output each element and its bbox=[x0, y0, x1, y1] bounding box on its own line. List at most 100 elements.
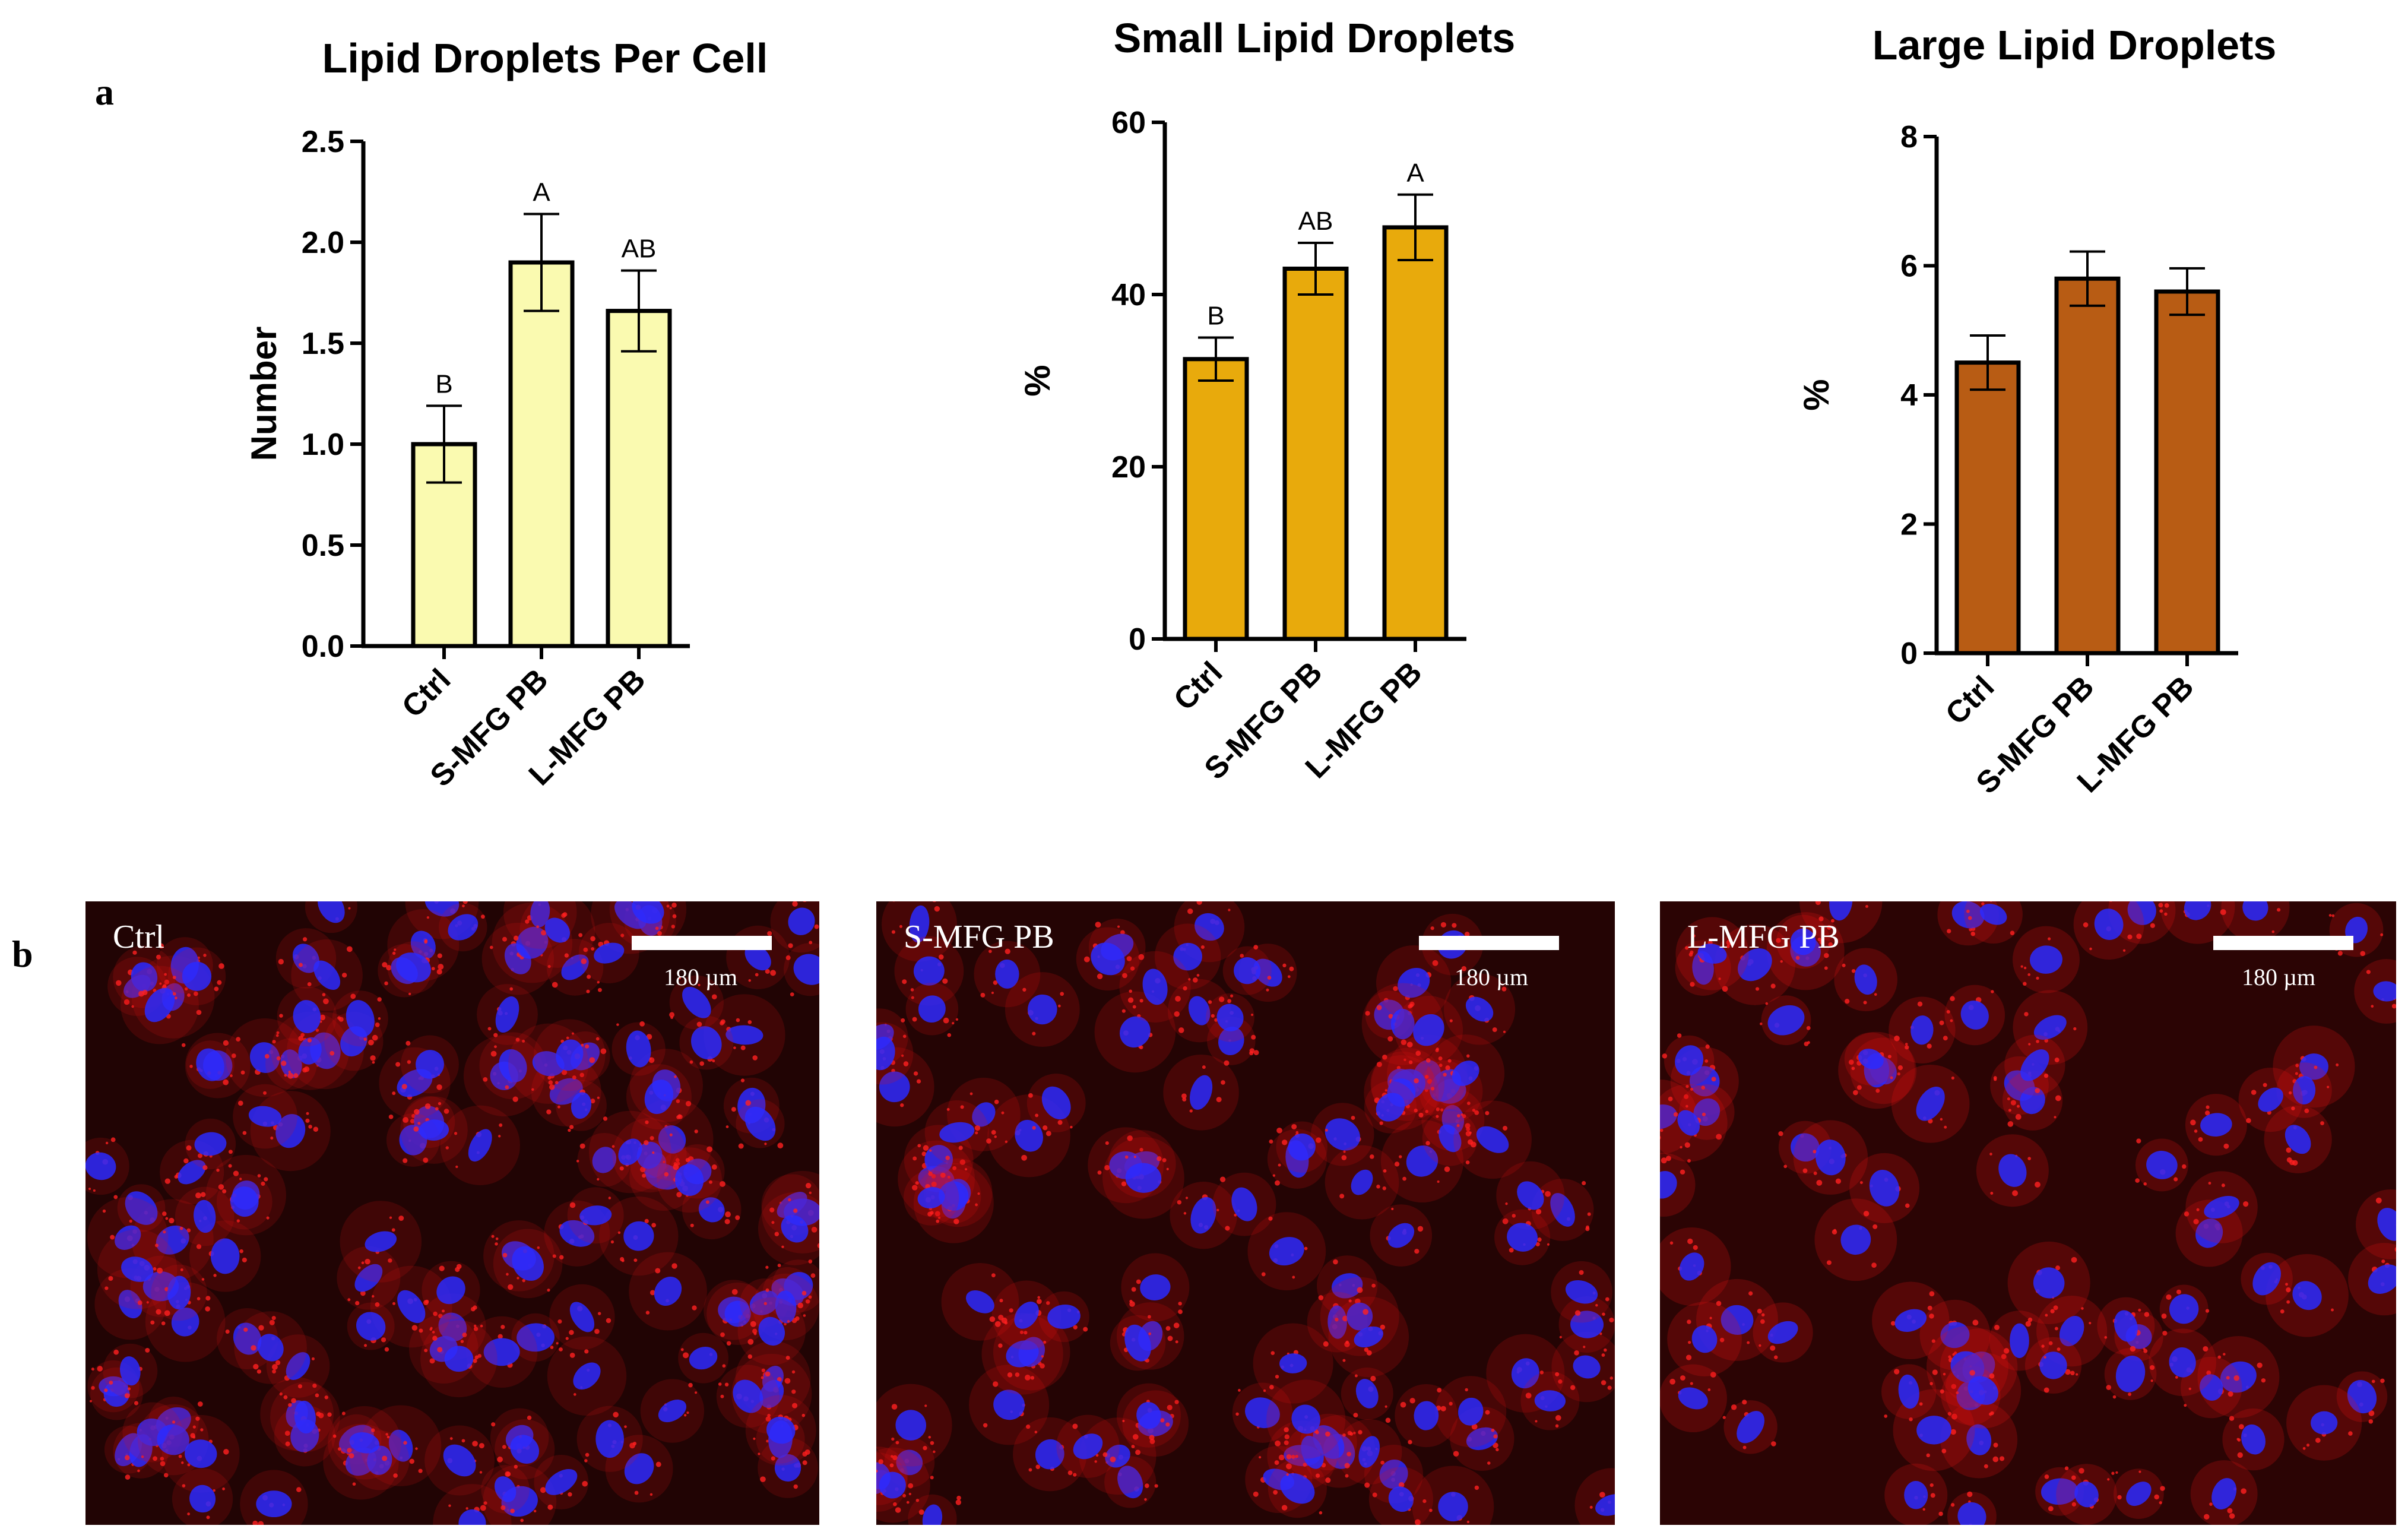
lipid-droplet bbox=[2295, 1072, 2298, 1075]
lipid-droplet bbox=[499, 1123, 503, 1127]
lipid-droplet bbox=[568, 1492, 572, 1497]
lipid-droplet bbox=[2331, 1308, 2334, 1312]
lipid-droplet bbox=[536, 925, 539, 929]
lipid-droplet bbox=[2229, 1513, 2235, 1519]
lipid-droplet bbox=[1742, 1400, 1747, 1405]
lipid-droplet bbox=[196, 1009, 202, 1015]
lipid-droplet bbox=[424, 1103, 431, 1109]
lipid-droplet bbox=[483, 1501, 487, 1505]
lipid-droplet bbox=[1770, 1345, 1776, 1351]
lipid-droplet bbox=[1440, 1406, 1446, 1411]
lipid-droplet bbox=[2043, 1356, 2046, 1359]
lipid-droplet bbox=[193, 991, 198, 996]
significance-label: B bbox=[1207, 302, 1224, 331]
lipid-droplet bbox=[594, 1328, 600, 1334]
lipid-droplet bbox=[1214, 1018, 1218, 1022]
lipid-droplet bbox=[2315, 1438, 2321, 1443]
lipid-droplet bbox=[2336, 1063, 2339, 1066]
lipid-droplet bbox=[393, 1473, 398, 1478]
lipid-droplet bbox=[230, 1074, 233, 1078]
lipid-droplet bbox=[1371, 1283, 1376, 1288]
lipid-droplet bbox=[258, 1521, 264, 1525]
lipid-droplet bbox=[725, 1125, 729, 1128]
lipid-droplet bbox=[706, 1146, 713, 1153]
lipid-droplet bbox=[392, 951, 396, 955]
lipid-droplet bbox=[197, 1401, 203, 1407]
lipid-droplet bbox=[1815, 901, 1821, 906]
cytoplasm-stain bbox=[433, 1484, 512, 1525]
lipid-droplet bbox=[569, 1125, 574, 1129]
lipid-droplet bbox=[2027, 1157, 2031, 1160]
lipid-droplet bbox=[502, 1252, 508, 1258]
lipid-droplet bbox=[1929, 1382, 1933, 1385]
y-tick-label: 0.0 bbox=[302, 629, 344, 664]
nucleus bbox=[483, 1338, 520, 1366]
lipid-droplet bbox=[652, 1151, 655, 1154]
lipid-droplet bbox=[785, 1356, 790, 1360]
nucleus bbox=[775, 1290, 797, 1324]
lipid-droplet bbox=[685, 1158, 690, 1163]
lipid-droplet bbox=[2073, 1027, 2077, 1031]
lipid-droplet bbox=[398, 1216, 404, 1221]
nucleus bbox=[131, 962, 158, 992]
lipid-droplet bbox=[263, 1091, 267, 1095]
lipid-droplet bbox=[1863, 1211, 1870, 1217]
nucleus bbox=[556, 1039, 584, 1071]
lipid-droplet bbox=[89, 1400, 92, 1403]
lipid-droplet bbox=[480, 914, 485, 919]
nucleus bbox=[569, 1302, 595, 1332]
lipid-droplet bbox=[2227, 1508, 2233, 1514]
nucleus bbox=[1737, 1411, 1765, 1444]
lipid-droplet bbox=[1747, 1341, 1750, 1344]
lipid-droplet bbox=[1993, 1076, 1997, 1080]
lipid-droplet bbox=[559, 1347, 563, 1351]
nucleus bbox=[103, 1381, 130, 1407]
lipid-droplet bbox=[994, 1135, 997, 1138]
lipid-droplet bbox=[639, 1021, 645, 1027]
lipid-droplet bbox=[242, 1131, 247, 1135]
lipid-droplet bbox=[1167, 1335, 1173, 1341]
lipid-droplet bbox=[1605, 1297, 1609, 1302]
lipid-droplet bbox=[2271, 930, 2275, 933]
lipid-droplet bbox=[1981, 902, 1985, 906]
lipid-droplet bbox=[2041, 1344, 2045, 1348]
lipid-droplet bbox=[491, 1422, 496, 1427]
lipid-droplet bbox=[2184, 1404, 2187, 1407]
lipid-droplet bbox=[1661, 1157, 1667, 1164]
lipid-droplet bbox=[808, 1259, 813, 1264]
lipid-droplet bbox=[1890, 1076, 1893, 1080]
chart-title: Lipid Droplets Per Cell bbox=[322, 35, 768, 81]
lipid-droplet bbox=[2223, 1353, 2226, 1356]
lipid-droplet bbox=[394, 948, 397, 951]
lipid-droplet bbox=[947, 1033, 952, 1037]
lipid-droplet bbox=[911, 996, 914, 999]
nucleus bbox=[624, 1453, 654, 1484]
lipid-droplet bbox=[157, 1267, 163, 1274]
nucleus bbox=[1967, 1376, 1998, 1405]
lipid-droplet bbox=[1045, 1301, 1050, 1305]
lipid-droplet bbox=[540, 1487, 546, 1493]
lipid-droplet bbox=[429, 1358, 435, 1364]
lipid-droplet bbox=[2368, 1419, 2374, 1424]
lipid-droplet bbox=[2027, 1317, 2033, 1322]
lipid-droplet bbox=[2196, 1208, 2200, 1211]
lipid-droplet bbox=[1376, 1005, 1382, 1011]
lipid-droplet bbox=[480, 1324, 483, 1328]
lipid-droplet bbox=[1502, 1218, 1509, 1224]
lipid-droplet bbox=[2295, 1063, 2299, 1068]
nucleus bbox=[924, 1145, 953, 1175]
nucleus bbox=[1140, 1274, 1171, 1300]
lipid-droplet bbox=[1211, 1014, 1215, 1018]
lipid-droplet bbox=[711, 1164, 717, 1170]
lipid-droplet bbox=[438, 964, 444, 970]
lipid-droplet bbox=[487, 1027, 492, 1031]
lipid-droplet bbox=[1185, 1197, 1189, 1199]
lipid-droplet bbox=[684, 1414, 687, 1417]
nucleus bbox=[512, 1246, 544, 1281]
lipid-droplet bbox=[1469, 1131, 1472, 1134]
lipid-droplet bbox=[370, 1428, 375, 1432]
lipid-droplet bbox=[2015, 1114, 2022, 1120]
nucleus bbox=[922, 1504, 943, 1525]
lipid-droplet bbox=[620, 933, 625, 938]
lipid-droplet bbox=[278, 958, 284, 965]
